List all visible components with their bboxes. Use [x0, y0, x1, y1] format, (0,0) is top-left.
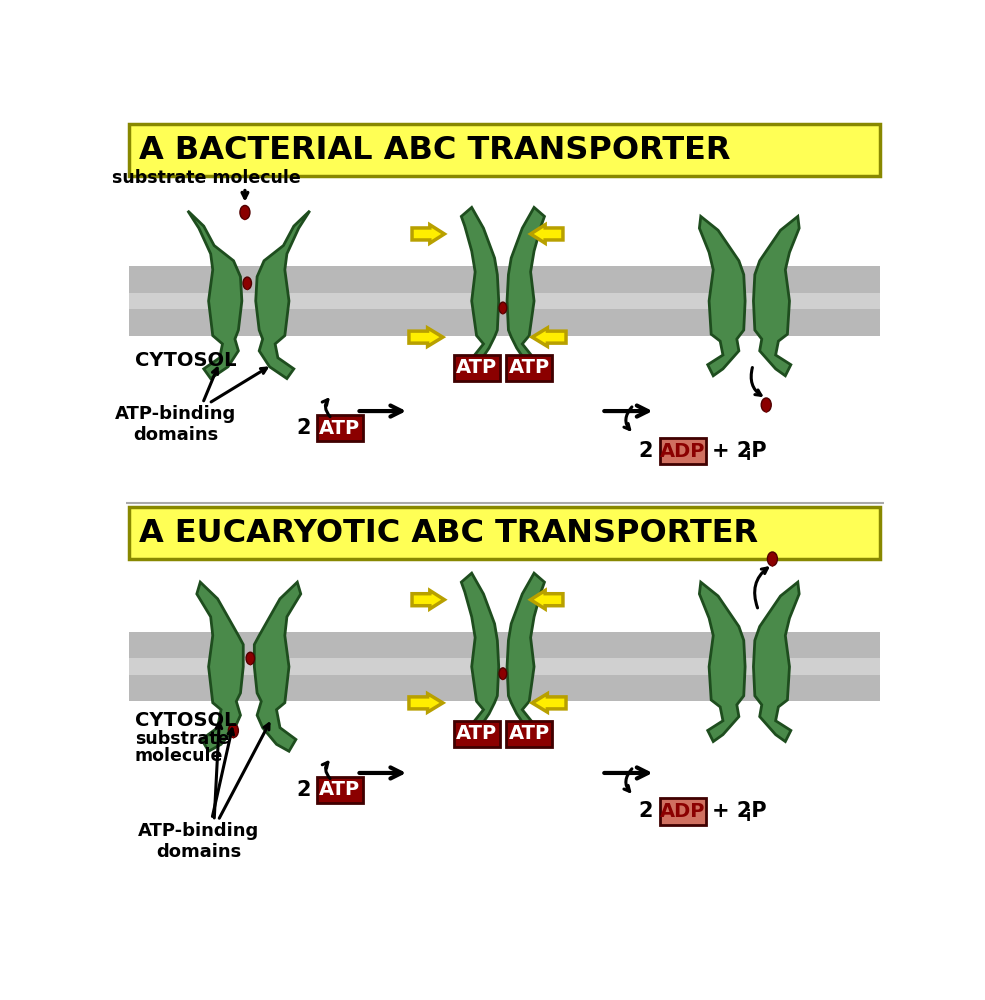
FancyBboxPatch shape — [506, 355, 553, 381]
Text: i: i — [746, 809, 751, 824]
Text: ATP-binding
domains: ATP-binding domains — [138, 822, 259, 861]
Polygon shape — [230, 733, 236, 739]
Text: + 2P: + 2P — [712, 801, 767, 821]
Polygon shape — [507, 207, 545, 374]
Ellipse shape — [240, 205, 250, 219]
FancyBboxPatch shape — [506, 721, 553, 747]
Polygon shape — [409, 328, 443, 346]
Polygon shape — [754, 582, 799, 742]
Text: ADP: ADP — [660, 442, 706, 461]
Polygon shape — [242, 215, 248, 221]
Text: ATP: ATP — [508, 724, 550, 743]
Text: 2: 2 — [296, 780, 310, 800]
Text: + 2P: + 2P — [712, 441, 767, 461]
Ellipse shape — [767, 552, 777, 566]
Text: ATP-binding
domains: ATP-binding domains — [115, 405, 236, 444]
Polygon shape — [500, 310, 505, 315]
Polygon shape — [244, 286, 250, 291]
Polygon shape — [532, 694, 566, 712]
Text: ATP: ATP — [319, 780, 361, 799]
FancyBboxPatch shape — [316, 415, 362, 441]
Polygon shape — [412, 225, 444, 243]
FancyBboxPatch shape — [129, 124, 881, 176]
Text: CYTOSOL: CYTOSOL — [135, 351, 236, 370]
Polygon shape — [699, 582, 745, 742]
Text: 2: 2 — [638, 441, 653, 461]
Bar — [129, 658, 881, 675]
Polygon shape — [754, 216, 799, 376]
Text: i: i — [746, 448, 751, 463]
Polygon shape — [188, 211, 242, 379]
Text: 2: 2 — [296, 418, 310, 438]
FancyBboxPatch shape — [316, 777, 362, 803]
Text: substrate molecule: substrate molecule — [112, 169, 300, 187]
Text: ATP: ATP — [456, 358, 497, 377]
Text: A BACTERIAL ABC TRANSPORTER: A BACTERIAL ABC TRANSPORTER — [140, 135, 731, 166]
Text: ATP: ATP — [456, 724, 497, 743]
FancyBboxPatch shape — [454, 721, 499, 747]
Ellipse shape — [243, 277, 251, 289]
Polygon shape — [763, 408, 769, 413]
Bar — [129, 632, 881, 658]
FancyBboxPatch shape — [660, 798, 706, 825]
Polygon shape — [531, 225, 563, 243]
Polygon shape — [248, 661, 253, 666]
FancyBboxPatch shape — [129, 507, 881, 559]
Ellipse shape — [246, 652, 254, 665]
FancyBboxPatch shape — [454, 355, 499, 381]
Text: 2: 2 — [638, 801, 653, 821]
Ellipse shape — [229, 724, 238, 738]
Ellipse shape — [499, 302, 506, 314]
Text: molecule: molecule — [135, 747, 224, 765]
Bar — [129, 266, 881, 293]
Text: A EUCARYOTIC ABC TRANSPORTER: A EUCARYOTIC ABC TRANSPORTER — [140, 518, 758, 549]
Polygon shape — [409, 694, 443, 712]
Polygon shape — [699, 216, 745, 376]
Polygon shape — [254, 582, 300, 751]
Polygon shape — [500, 676, 505, 681]
FancyBboxPatch shape — [660, 438, 706, 464]
Text: CYTOSOL: CYTOSOL — [135, 711, 236, 730]
Polygon shape — [531, 590, 563, 609]
Polygon shape — [532, 328, 566, 346]
Ellipse shape — [761, 398, 771, 412]
Polygon shape — [461, 573, 498, 739]
Polygon shape — [197, 582, 243, 751]
Text: substrate: substrate — [135, 730, 230, 748]
Polygon shape — [507, 573, 545, 739]
Bar — [129, 309, 881, 336]
Text: ATP: ATP — [319, 418, 361, 438]
Bar — [129, 675, 881, 701]
Ellipse shape — [499, 668, 506, 679]
Bar — [129, 293, 881, 309]
Polygon shape — [769, 562, 775, 567]
Polygon shape — [461, 207, 498, 374]
Polygon shape — [412, 590, 444, 609]
Text: ATP: ATP — [508, 358, 550, 377]
Text: ADP: ADP — [660, 802, 706, 821]
Polygon shape — [256, 211, 309, 379]
